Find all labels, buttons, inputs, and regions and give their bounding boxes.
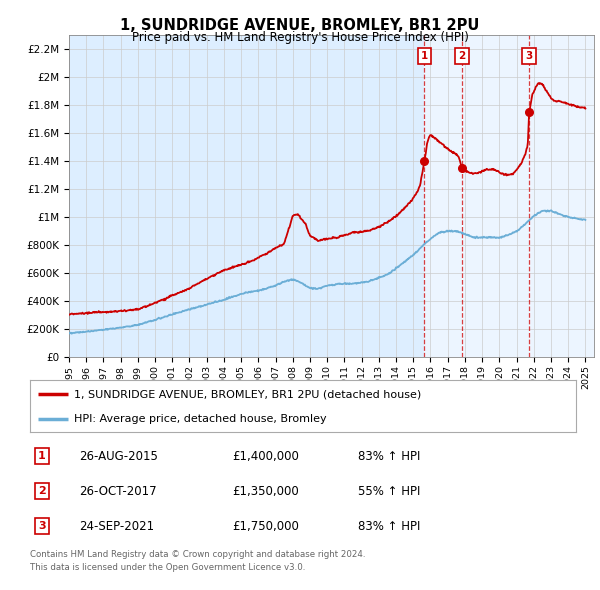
- Text: £1,750,000: £1,750,000: [232, 520, 299, 533]
- Text: £1,400,000: £1,400,000: [232, 450, 299, 463]
- Text: This data is licensed under the Open Government Licence v3.0.: This data is licensed under the Open Gov…: [30, 563, 305, 572]
- Text: 26-AUG-2015: 26-AUG-2015: [79, 450, 158, 463]
- Text: 55% ↑ HPI: 55% ↑ HPI: [358, 484, 420, 498]
- Text: 1, SUNDRIDGE AVENUE, BROMLEY, BR1 2PU: 1, SUNDRIDGE AVENUE, BROMLEY, BR1 2PU: [121, 18, 479, 32]
- Text: 3: 3: [526, 51, 533, 61]
- Text: Contains HM Land Registry data © Crown copyright and database right 2024.: Contains HM Land Registry data © Crown c…: [30, 550, 365, 559]
- Bar: [424, 35, 462, 357]
- Text: £1,350,000: £1,350,000: [232, 484, 299, 498]
- Text: Price paid vs. HM Land Registry's House Price Index (HPI): Price paid vs. HM Land Registry's House …: [131, 31, 469, 44]
- Text: 1, SUNDRIDGE AVENUE, BROMLEY, BR1 2PU (detached house): 1, SUNDRIDGE AVENUE, BROMLEY, BR1 2PU (d…: [74, 389, 421, 399]
- Text: 2: 2: [38, 486, 46, 496]
- Text: 83% ↑ HPI: 83% ↑ HPI: [358, 520, 420, 533]
- Text: 83% ↑ HPI: 83% ↑ HPI: [358, 450, 420, 463]
- Text: 26-OCT-2017: 26-OCT-2017: [79, 484, 157, 498]
- Bar: [462, 35, 529, 357]
- Text: 2: 2: [458, 51, 466, 61]
- Text: 24-SEP-2021: 24-SEP-2021: [79, 520, 154, 533]
- Text: 3: 3: [38, 521, 46, 531]
- Text: HPI: Average price, detached house, Bromley: HPI: Average price, detached house, Brom…: [74, 414, 326, 424]
- Text: 1: 1: [38, 451, 46, 461]
- Bar: [529, 35, 594, 357]
- Text: 1: 1: [421, 51, 428, 61]
